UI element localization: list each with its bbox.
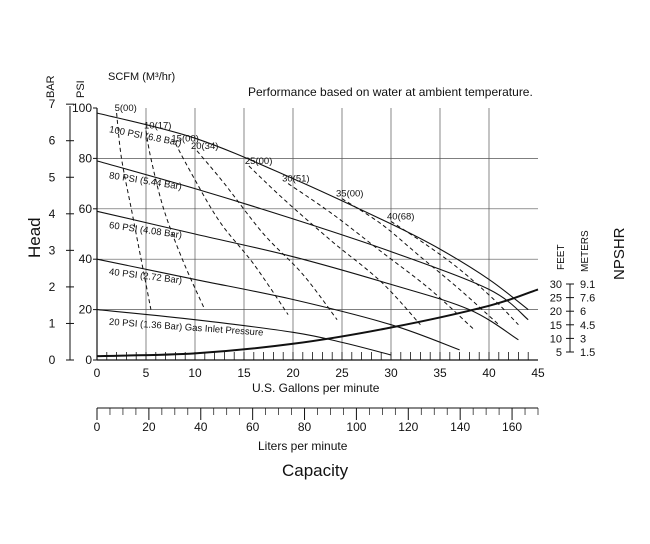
air-consumption-label: 35(00) — [336, 189, 363, 200]
meters-label: METERS — [580, 230, 591, 272]
liters-tick-label: 120 — [398, 420, 418, 434]
performance-note: Performance based on water at ambient te… — [248, 85, 533, 99]
capacity-label: Capacity — [282, 461, 349, 480]
bar-tick-label: 0 — [49, 353, 56, 367]
liters-tick-label: 40 — [194, 420, 208, 434]
feet-tick-label: 25 — [550, 293, 562, 305]
x-axis-title: U.S. Gallons per minute — [252, 381, 380, 395]
feet-tick-label: 20 — [550, 306, 562, 318]
feet-tick-label: 15 — [550, 320, 562, 332]
npshr-curve — [96, 288, 539, 358]
meters-tick-label: 6 — [580, 306, 586, 318]
grid-lines — [97, 108, 538, 360]
liters-tick-label: 160 — [502, 420, 522, 434]
feet-tick-label: 30 — [550, 279, 562, 291]
liters-axis-title: Liters per minute — [258, 439, 348, 453]
head-label: Head — [25, 217, 44, 258]
gpm-tick-label: 0 — [94, 366, 101, 380]
gpm-tick-label: 20 — [286, 366, 300, 380]
pressure-curve-label: 80 PSI (5.44 Bar) — [108, 170, 182, 192]
bar-tick-label: 5 — [49, 170, 56, 184]
gpm-tick-label: 5 — [143, 366, 150, 380]
air-consumption-label: 20(34) — [191, 141, 218, 152]
bar-tick-label: 4 — [49, 207, 56, 221]
psi-tick-label: 100 — [72, 101, 92, 115]
air-consumption-label: 5(00) — [115, 103, 137, 114]
bar-tick-label: 2 — [49, 280, 56, 294]
air-consumption-curve — [248, 165, 421, 326]
air-consumption-label: 40(68) — [387, 211, 414, 222]
gpm-tick-label: 35 — [433, 366, 447, 380]
pressure-curve — [96, 210, 519, 341]
psi-tick-label: 40 — [79, 252, 93, 266]
meters-tick-label: 9.1 — [580, 279, 595, 291]
air-consumption-curve — [287, 183, 475, 331]
feet-tick-label: 10 — [550, 333, 562, 345]
psi-tick-label: 60 — [79, 202, 93, 216]
liters-tick-label: 60 — [246, 420, 260, 434]
air-consumption-curve — [341, 198, 500, 326]
liters-tick-label: 0 — [94, 420, 101, 434]
pressure-curve — [96, 160, 529, 321]
bar-tick-label: 1 — [49, 316, 56, 330]
liters-tick-label: 140 — [450, 420, 470, 434]
gpm-tick-label: 15 — [237, 366, 251, 380]
bar-tick-label: 7 — [49, 97, 56, 111]
meters-tick-label: 3 — [580, 333, 586, 345]
gpm-tick-label: 45 — [531, 366, 545, 380]
psi-axis-title: PSI — [75, 80, 87, 98]
air-consumption-curve — [196, 150, 338, 320]
air-consumption-label: 10(17) — [144, 121, 171, 132]
gpm-tick-label: 10 — [188, 366, 202, 380]
air-consumption-label: 30(51) — [282, 174, 309, 185]
bar-axis-title: BAR — [45, 75, 57, 98]
pressure-curve — [96, 112, 529, 311]
bar-tick-label: 3 — [49, 243, 56, 257]
meters-tick-label: 1.5 — [580, 347, 595, 359]
feet-label: FEET — [556, 244, 567, 270]
meters-tick-label: 7.6 — [580, 293, 595, 305]
scfm-label: SCFM (M³/hr) — [108, 71, 175, 83]
axes — [66, 103, 574, 420]
psi-tick-label: 0 — [85, 353, 92, 367]
liters-tick-label: 80 — [298, 420, 312, 434]
pressure-curve — [96, 309, 392, 356]
air-consumption-curve — [174, 143, 289, 315]
curves — [96, 112, 539, 358]
psi-tick-label: 80 — [79, 151, 93, 165]
feet-tick-label: 5 — [556, 347, 562, 359]
meters-tick-label: 4.5 — [580, 320, 595, 332]
gpm-tick-label: 30 — [384, 366, 398, 380]
bar-tick-label: 6 — [49, 134, 56, 148]
air-consumption-curve — [390, 220, 519, 326]
pressure-curve-label: 60 PSI (4.08 Bar) — [108, 220, 182, 241]
gpm-tick-label: 25 — [335, 366, 349, 380]
air-consumption-curve — [116, 112, 152, 310]
npshr-label: NPSHR — [611, 227, 628, 280]
liters-tick-label: 100 — [346, 420, 366, 434]
pressure-curve — [96, 258, 460, 351]
air-consumption-curve — [145, 130, 206, 310]
pressure-curve-label: 20 PSI (1.36 Bar) Gas Inlet Pressure — [109, 317, 264, 339]
liters-tick-label: 20 — [142, 420, 156, 434]
air-consumption-label: 25(00) — [245, 156, 272, 167]
psi-tick-label: 20 — [79, 303, 93, 317]
air-consumption-label: 15(00) — [171, 133, 198, 144]
gpm-tick-label: 40 — [482, 366, 496, 380]
